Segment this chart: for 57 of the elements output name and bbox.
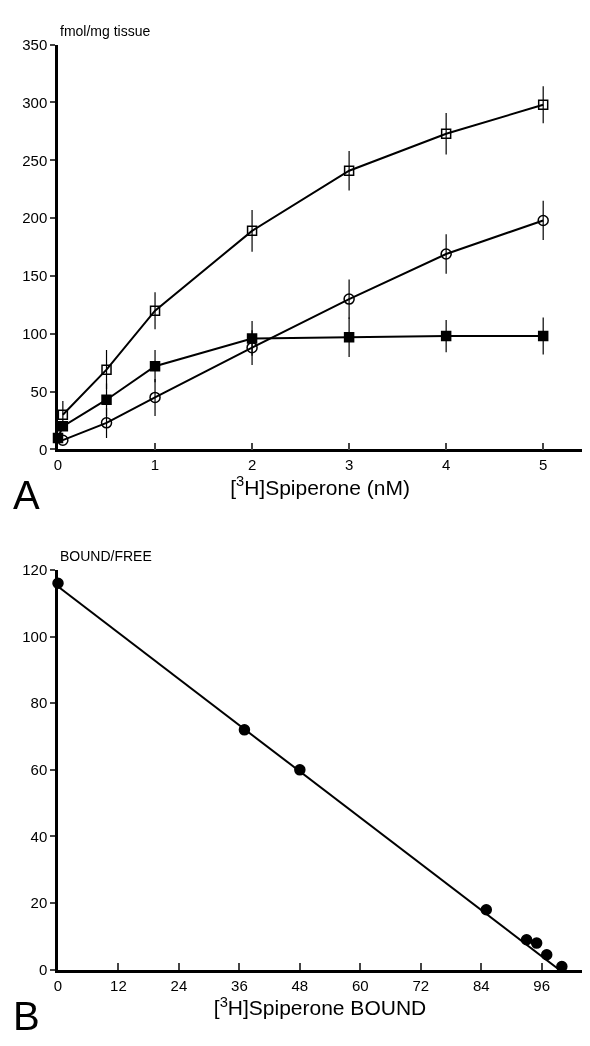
text: B — [13, 994, 40, 1038]
point — [57, 421, 69, 432]
y-tick-label: 200 — [22, 209, 48, 227]
x-tick-label: 0 — [53, 456, 63, 474]
x-tick-label: 2 — [247, 456, 257, 474]
y-tick-label: 120 — [22, 561, 48, 579]
y-tick-label: 150 — [22, 267, 48, 285]
x-tick-label: 36 — [231, 976, 248, 994]
point — [537, 99, 549, 111]
y-tick-label: 0 — [38, 440, 48, 458]
point — [57, 409, 69, 421]
x-tick-label: 3 — [344, 456, 354, 474]
point — [101, 394, 112, 405]
point — [149, 305, 161, 316]
x-tick-label: 60 — [351, 976, 369, 994]
y-tick-label: 50 — [30, 382, 48, 400]
y-tick-label: 20 — [30, 894, 48, 912]
x-axis-title: [$^{3}$H]Spiperone BOUND — [213, 993, 427, 1020]
x-tick-label: 96 — [533, 976, 551, 994]
y-axis-title: BOUND/FREE — [60, 548, 152, 564]
y-axis-title: fmol/mg tissue — [60, 23, 151, 39]
point — [440, 248, 452, 260]
text: A — [13, 473, 40, 517]
point — [100, 417, 113, 429]
x-tick-label: 5 — [539, 456, 548, 474]
x-tick-label: 72 — [412, 976, 430, 994]
x-tick-label: 12 — [110, 976, 127, 994]
point — [537, 330, 549, 342]
x-tick-label: 48 — [291, 976, 309, 994]
point — [149, 360, 161, 372]
point — [343, 293, 355, 305]
point — [246, 225, 258, 237]
x-tick-label: 84 — [472, 976, 490, 994]
point — [149, 391, 161, 404]
y-tick-label: 60 — [30, 761, 48, 779]
y-tick-label: 40 — [30, 827, 48, 845]
y-tick-label: 80 — [30, 694, 48, 712]
point — [101, 364, 112, 375]
y-tick-label: 0 — [38, 961, 48, 979]
point — [246, 333, 258, 344]
point — [343, 332, 355, 343]
y-tick-label: 300 — [22, 93, 48, 111]
point — [537, 214, 549, 227]
x-axis-title: [$^{3}$H]Spiperone (nM) — [230, 473, 410, 500]
x-tick-label: 0 — [53, 976, 63, 994]
y-tick-label: 350 — [22, 35, 48, 53]
y-tick-label: 250 — [22, 151, 48, 169]
x-tick-label: 4 — [441, 456, 451, 474]
x-tick-label: 24 — [170, 976, 188, 994]
x-tick-label: 1 — [150, 456, 160, 474]
point — [440, 330, 452, 342]
point — [343, 165, 355, 176]
point — [440, 128, 452, 139]
point — [530, 937, 543, 949]
point — [57, 434, 69, 446]
y-tick-label: 100 — [22, 325, 48, 343]
y-tick-label: 100 — [22, 627, 48, 645]
